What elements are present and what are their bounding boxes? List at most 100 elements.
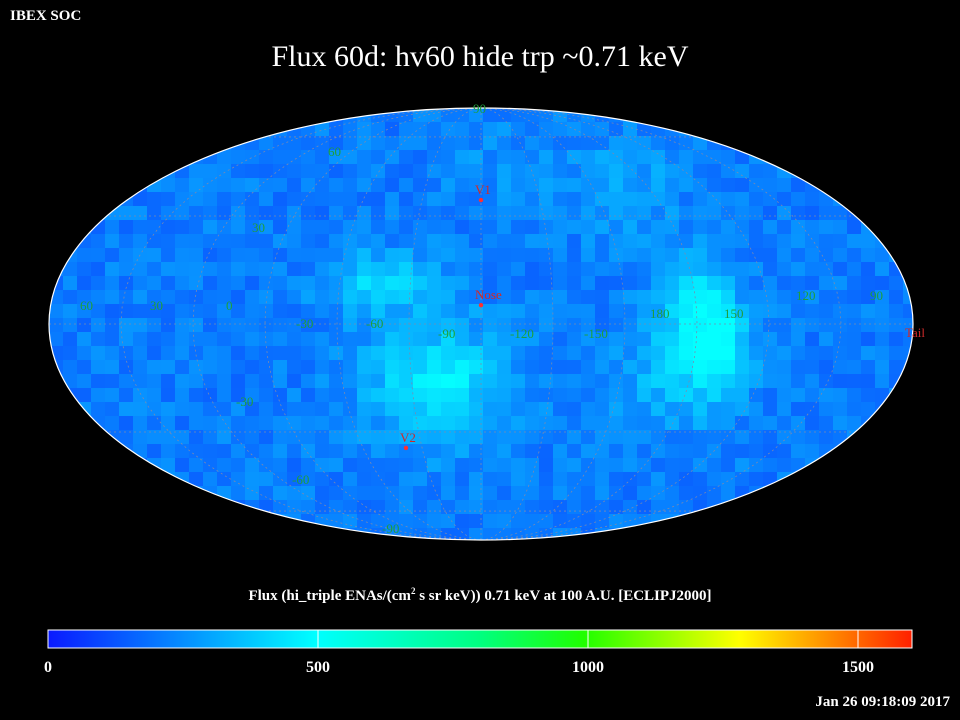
flux-pixel [833,458,848,473]
flux-pixel [469,514,484,529]
flux-pixel [679,430,694,445]
flux-pixel [483,430,498,445]
flux-pixel [875,304,890,319]
flux-pixel [147,220,162,235]
flux-pixel [343,346,358,361]
flux-pixel [735,514,750,529]
flux-pixel [721,388,736,403]
flux-pixel [175,136,190,151]
flux-pixel [105,528,120,540]
flux-pixel [595,402,610,417]
flux-pixel [833,248,848,263]
flux-pixel [329,332,344,347]
flux-pixel [203,528,218,540]
flux-pixel [777,346,792,361]
flux-pixel [301,178,316,193]
flux-pixel [791,276,806,291]
flux-pixel [175,178,190,193]
flux-pixel [217,178,232,193]
flux-pixel [77,346,92,361]
flux-pixel [777,136,792,151]
flux-pixel [567,374,582,389]
flux-pixel [847,122,862,137]
flux-pixel [441,402,456,417]
flux-pixel [441,486,456,501]
flux-pixel [357,318,372,333]
flux-pixel [903,290,913,305]
flux-pixel [399,346,414,361]
flux-pixel [329,220,344,235]
flux-pixel [301,164,316,179]
flux-pixel [413,514,428,529]
flux-pixel [567,290,582,305]
flux-pixel [469,318,484,333]
flux-pixel [567,276,582,291]
flux-pixel [245,178,260,193]
flux-pixel [721,318,736,333]
flux-pixel [371,346,386,361]
flux-pixel [189,402,204,417]
flux-pixel [679,234,694,249]
flux-pixel [861,486,876,501]
flux-pixel [707,528,722,540]
flux-pixel [483,248,498,263]
flux-pixel [791,346,806,361]
flux-pixel [679,346,694,361]
flux-pixel [231,528,246,540]
flux-pixel [791,178,806,193]
flux-pixel [259,220,274,235]
flux-pixel [735,332,750,347]
flux-pixel [805,318,820,333]
flux-pixel [105,332,120,347]
flux-pixel [637,416,652,431]
flux-pixel [735,304,750,319]
flux-pixel [119,164,134,179]
flux-pixel [301,108,316,123]
flux-pixel [637,178,652,193]
flux-pixel [665,276,680,291]
flux-pixel [651,178,666,193]
flux-pixel [665,318,680,333]
flux-pixel [399,276,414,291]
flux-pixel [217,234,232,249]
flux-pixel [49,318,64,333]
flux-pixel [749,388,764,403]
flux-pixel [497,276,512,291]
flux-pixel [175,444,190,459]
flux-pixel [175,276,190,291]
flux-pixel [609,248,624,263]
graticule-line [408,108,482,540]
flux-pixel [609,416,624,431]
flux-pixel [161,248,176,263]
flux-pixel [553,164,568,179]
flux-pixel [119,178,134,193]
flux-pixel [91,388,106,403]
flux-pixel [903,122,913,137]
flux-pixel [455,150,470,165]
flux-pixel [245,402,260,417]
flux-pixel [679,458,694,473]
flux-pixel [357,248,372,263]
flux-pixel [637,444,652,459]
flux-pixel [343,374,358,389]
flux-pixel [511,304,526,319]
flux-pixel [749,122,764,137]
flux-pixel [63,192,78,207]
flux-pixel [791,164,806,179]
flux-pixel [231,472,246,487]
flux-pixel [749,234,764,249]
flux-pixel [469,136,484,151]
flux-pixel [539,276,554,291]
flux-pixel [651,206,666,221]
flux-pixel [861,248,876,263]
flux-pixel [861,178,876,193]
flux-pixel [497,108,512,123]
flux-pixel [735,136,750,151]
flux-pixel [889,472,904,487]
flux-pixel [469,248,484,263]
flux-pixel [539,374,554,389]
flux-pixel [133,374,148,389]
flux-pixel [707,332,722,347]
flux-pixel [651,486,666,501]
flux-pixel [399,318,414,333]
